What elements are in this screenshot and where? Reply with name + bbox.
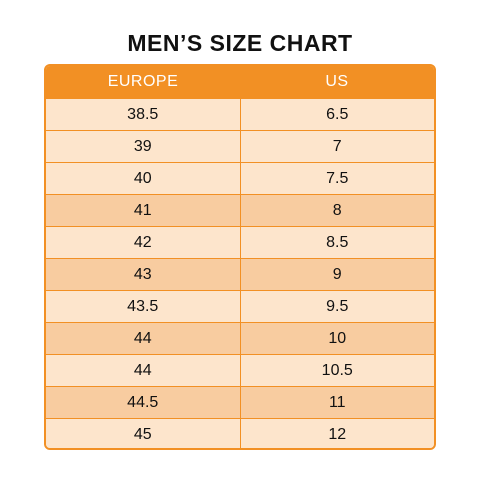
table-row: 44 10 — [46, 322, 434, 354]
size-table: EUROPE US 38.5 6.5 39 7 40 7.5 41 8 42 8… — [44, 64, 436, 450]
us-size-cell: 9.5 — [239, 291, 435, 322]
us-size-cell: 8 — [239, 195, 435, 226]
europe-size-cell: 41 — [133, 202, 152, 219]
us-size-cell: 10.5 — [239, 355, 435, 386]
page-title: MEN’S SIZE CHART — [127, 30, 353, 56]
europe-size-cell: 44 — [133, 362, 152, 379]
europe-size-cell: 44 — [133, 330, 152, 347]
table-header: EUROPE US — [46, 66, 434, 98]
table-row: 43.5 9.5 — [46, 290, 434, 322]
us-size-cell: 6.5 — [239, 99, 435, 130]
europe-size-cell: 40 — [133, 170, 152, 187]
table-row: 41 8 — [46, 194, 434, 226]
europe-size-cell: 38.5 — [127, 106, 159, 123]
column-header-us: US — [325, 73, 349, 90]
us-size-cell: 10 — [239, 323, 435, 354]
table-row: 40 7.5 — [46, 162, 434, 194]
europe-size-cell: 39 — [133, 138, 152, 155]
us-size-cell: 11 — [239, 387, 435, 418]
europe-size-cell: 43.5 — [127, 298, 159, 315]
table-row: 42 8.5 — [46, 226, 434, 258]
europe-size-cell: 43 — [133, 266, 152, 283]
us-size-cell: 7.5 — [239, 163, 435, 194]
table-row: 43 9 — [46, 258, 434, 290]
europe-size-cell: 44.5 — [127, 394, 159, 411]
us-size-cell: 9 — [239, 259, 435, 290]
table-row: 38.5 6.5 — [46, 98, 434, 130]
table-row: 45 12 — [46, 418, 435, 448]
us-size-cell: 8.5 — [239, 227, 435, 258]
table-row: 44.5 11 — [46, 386, 434, 418]
table-row: 39 7 — [46, 130, 434, 162]
table-row: 44 10.5 — [46, 354, 434, 386]
europe-size-cell: 42 — [133, 234, 152, 251]
us-size-cell: 7 — [239, 131, 435, 162]
column-header-europe: EUROPE — [107, 73, 179, 90]
europe-size-cell: 45 — [133, 426, 152, 443]
us-size-cell: 12 — [239, 419, 435, 448]
